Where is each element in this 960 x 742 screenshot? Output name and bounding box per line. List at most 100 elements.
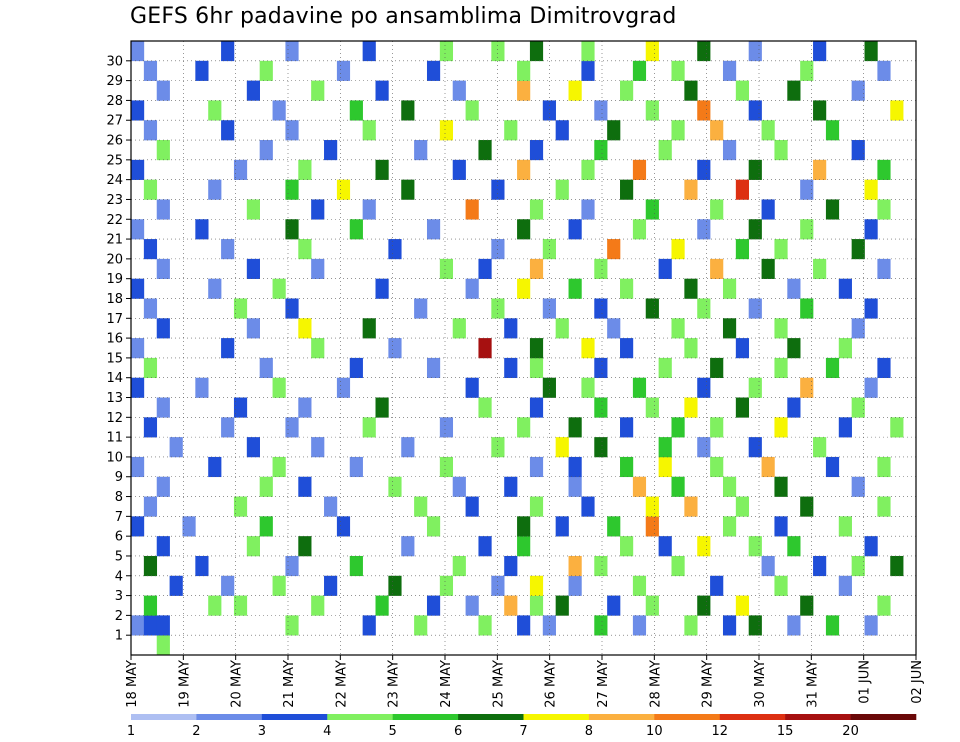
- heatmap-cell: [465, 100, 479, 121]
- heatmap-cell: [298, 536, 312, 557]
- y-tick-label: 16: [106, 332, 123, 347]
- heatmap-cell: [131, 516, 145, 537]
- heatmap-cell: [710, 199, 724, 220]
- heatmap-cell: [504, 120, 518, 141]
- heatmap-cell: [285, 615, 299, 636]
- heatmap-cell: [864, 219, 878, 240]
- heatmap-cell: [787, 80, 801, 101]
- heatmap-cell: [813, 258, 827, 279]
- heatmap-cell: [529, 140, 544, 161]
- heatmap-cell: [388, 575, 402, 596]
- heatmap-cell: [324, 575, 338, 596]
- y-axis: 1234567891011121314151617181920212223242…: [106, 54, 131, 644]
- heatmap-cell: [285, 555, 299, 577]
- heatmap-cell: [722, 60, 737, 81]
- heatmap-cell: [156, 615, 170, 636]
- heatmap-cell: [388, 338, 402, 359]
- heatmap-cell: [221, 41, 235, 62]
- heatmap-cell: [697, 41, 711, 62]
- heatmap-cell: [529, 575, 544, 596]
- heatmap-cell: [452, 476, 466, 497]
- heatmap-cell: [311, 338, 325, 359]
- heatmap-cell: [221, 239, 235, 260]
- y-tick-label: 18: [106, 292, 123, 307]
- colorbar-swatch: [261, 714, 328, 720]
- heatmap-cell: [813, 100, 827, 121]
- heatmap-cell: [607, 120, 621, 141]
- heatmap-cell: [362, 615, 376, 636]
- heatmap-cell: [774, 516, 788, 537]
- heatmap-cell: [517, 516, 531, 537]
- heatmap-cell: [439, 258, 454, 279]
- heatmap-cell: [388, 476, 402, 497]
- heatmap-cell: [285, 298, 299, 319]
- heatmap-cell: [336, 179, 351, 200]
- heatmap-cell: [478, 338, 492, 359]
- heatmap-cell: [864, 377, 878, 398]
- heatmap-cell: [233, 159, 248, 180]
- heatmap-cell: [143, 298, 158, 319]
- heatmap-cell: [298, 159, 312, 180]
- x-tick-label: 20 MAY: [230, 660, 245, 708]
- heatmap-cell: [813, 437, 827, 458]
- heatmap-cell: [156, 140, 170, 161]
- heatmap-cell: [529, 456, 544, 478]
- heatmap-cell: [825, 456, 840, 478]
- heatmap-cell: [156, 80, 170, 101]
- heatmap-cell: [594, 397, 608, 418]
- heatmap-cell: [568, 456, 582, 478]
- heatmap-cell: [478, 536, 492, 557]
- heatmap-cell: [671, 120, 685, 141]
- x-tick-label: 29 MAY: [701, 660, 716, 708]
- heatmap-cell: [131, 100, 145, 121]
- heatmap-cell: [722, 318, 737, 339]
- heatmap-cell: [298, 239, 312, 260]
- heatmap-cell: [632, 159, 647, 180]
- heatmap-cell: [131, 219, 145, 240]
- heatmap-cell: [246, 437, 260, 458]
- heatmap-cell: [221, 417, 235, 438]
- colorbar-swatch: [392, 714, 459, 720]
- heatmap-cell: [349, 555, 363, 577]
- heatmap-cell: [864, 41, 878, 62]
- y-tick-label: 1: [115, 629, 123, 644]
- y-tick-label: 17: [106, 312, 123, 327]
- x-tick-label: 31 MAY: [805, 660, 820, 708]
- heatmap-cell: [761, 258, 775, 279]
- heatmap-cell: [285, 41, 299, 62]
- heatmap-cell: [890, 100, 904, 121]
- x-tick-label: 01 JUN: [858, 660, 873, 704]
- heatmap-cell: [517, 278, 531, 299]
- heatmap-cell: [710, 357, 724, 379]
- heatmap-cell: [246, 80, 260, 101]
- heatmap-cell: [208, 456, 222, 478]
- heatmap-cell: [529, 357, 544, 379]
- heatmap-cell: [259, 140, 273, 161]
- heatmap-cell: [581, 338, 595, 359]
- heatmap-cell: [838, 575, 852, 596]
- heatmap-cell: [787, 397, 801, 418]
- heatmap-cell: [375, 80, 389, 101]
- heatmap-cell: [671, 60, 685, 81]
- heatmap-cell: [131, 456, 145, 478]
- heatmap-cell: [517, 159, 531, 180]
- heatmap-cell: [143, 555, 158, 577]
- colorbar-swatch: [850, 714, 917, 720]
- heatmap-cell: [414, 615, 428, 636]
- heatmap-cell: [645, 516, 659, 537]
- heatmap-cell: [259, 476, 273, 497]
- heatmap-cell: [156, 635, 170, 656]
- heatmap-cell: [658, 140, 672, 161]
- colorbar-swatch: [785, 714, 851, 720]
- heatmap-cell: [851, 80, 865, 101]
- heatmap-cell: [362, 41, 376, 62]
- heatmap-cell: [594, 258, 608, 279]
- heatmap-cell: [272, 456, 286, 478]
- heatmap-cell: [877, 595, 891, 616]
- heatmap-cell: [143, 60, 158, 81]
- heatmap-cell: [774, 140, 788, 161]
- heatmap-cell: [529, 338, 544, 359]
- heatmap-cell: [233, 397, 248, 418]
- heatmap-cell: [542, 298, 556, 319]
- x-tick-label: 28 MAY: [648, 660, 663, 708]
